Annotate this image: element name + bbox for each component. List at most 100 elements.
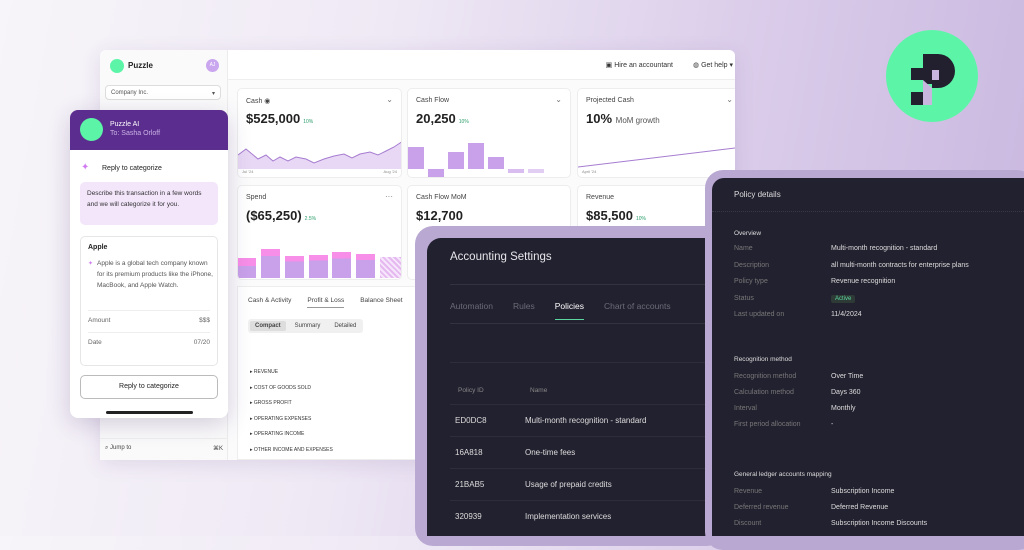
field-label: Policy type <box>734 278 768 285</box>
more-icon[interactable]: ··· <box>385 192 393 201</box>
section-heading: Recognition method <box>734 356 792 363</box>
table-row[interactable]: 16A818 One-time fees <box>450 436 717 468</box>
help-label: Get help <box>701 62 728 69</box>
pl-row-label: OPERATING EXPENSES <box>253 415 312 422</box>
pl-row[interactable]: ▸ GROSS PROFIT <box>250 396 333 412</box>
pl-row[interactable]: ▸ REVENUE <box>250 365 333 381</box>
chevron-right-icon: ▸ <box>250 415 254 422</box>
bar <box>448 152 464 169</box>
chevron-down-icon[interactable]: ⌄ <box>386 95 393 104</box>
field-label: Interval <box>734 405 757 412</box>
card-label: Cash Flow MoM <box>416 194 467 201</box>
pl-row-label: GROSS PROFIT <box>253 400 292 406</box>
field-label: Revenue <box>734 488 763 495</box>
jump-to-search[interactable]: ⌕ Jump to ⌘K <box>100 438 228 460</box>
view-toggle: Compact Summary Detailed <box>248 319 364 333</box>
policy-id: 21BAB5 <box>455 480 485 489</box>
chevron-down-icon[interactable]: ⌄ <box>555 95 562 104</box>
card-value: ($65,250) <box>246 208 302 223</box>
cash-flow-card[interactable]: Cash Flow ⌄ 20,250 10% <box>407 88 571 178</box>
ai-title: Puzzle AI <box>110 121 140 128</box>
tab-policies[interactable]: Policies <box>554 301 585 320</box>
pl-row[interactable]: ▸ OPERATING EXPENSES <box>250 412 333 428</box>
bar <box>309 255 328 278</box>
policy-id: 320939 <box>455 512 482 521</box>
section-heading: Overview <box>734 230 762 237</box>
pl-row[interactable]: ▸ OPERATING INCOME <box>250 427 333 443</box>
bar <box>285 256 304 278</box>
field-value: - <box>831 421 834 428</box>
card-value: 10% <box>586 111 613 126</box>
card-label: Revenue <box>586 194 615 201</box>
tab-balance-sheet[interactable]: Balance Sheet <box>360 297 403 304</box>
get-help-button[interactable]: ◍ Get help ▾ <box>693 62 733 69</box>
projected-cash-card[interactable]: Projected Cash ⌄ 10% MoM growth April '2… <box>577 88 735 178</box>
tab-rules[interactable]: Rules <box>513 301 535 311</box>
pl-row[interactable]: ▸ OTHER INCOME AND EXPENSES <box>250 443 333 459</box>
tab-chart-of-accounts[interactable]: Chart of accounts <box>604 301 671 311</box>
pl-row[interactable]: ▸ COST OF GOODS SOLD <box>250 381 333 397</box>
status-badge: Active <box>831 294 856 303</box>
card-change: 10% <box>636 216 647 222</box>
puzzle-logo-icon <box>80 118 103 141</box>
brand-name: Puzzle <box>128 61 153 70</box>
divider <box>450 362 717 363</box>
company-select[interactable]: Company Inc. ▾ <box>105 85 221 100</box>
policy-name: Implementation services <box>525 512 612 521</box>
field-value: 11/4/2024 <box>831 311 862 318</box>
cash-card[interactable]: Cash ◉ ⌄ $525,000 10% Jul '24 Aug '24 <box>237 88 402 178</box>
view-summary[interactable]: Summary <box>294 323 321 329</box>
card-label: Spend <box>246 194 267 201</box>
chevron-right-icon: ▸ <box>250 369 254 375</box>
field-label: Discount <box>734 520 762 527</box>
table-row[interactable]: 21BAB5 Usage of prepaid credits <box>450 468 717 500</box>
view-compact[interactable]: Compact <box>250 321 286 331</box>
bar <box>428 169 444 177</box>
spend-card[interactable]: Spend ··· ($65,250) 2.5% <box>237 185 402 280</box>
view-detailed[interactable]: Detailed <box>334 323 357 329</box>
amount-value: $$$ <box>199 317 210 324</box>
reply-to-categorize-button[interactable]: Reply to categorize <box>80 375 218 399</box>
eye-icon: ◉ <box>264 98 271 105</box>
divider <box>450 323 717 324</box>
field-value: Days 360 <box>831 389 861 396</box>
bar <box>488 157 504 169</box>
policy-details-panel: Policy details Overview Name Multi-month r… <box>712 178 1024 536</box>
hire-accountant-button[interactable]: ▣ Hire an accountant <box>606 61 673 69</box>
policy-name: Usage of prepaid credits <box>525 480 612 489</box>
field-value: Multi-month recognition - standard <box>831 245 938 252</box>
hire-label: Hire an accountant <box>614 62 673 69</box>
sparkle-icon: ✦ <box>88 261 94 267</box>
chevron-right-icon: ▸ <box>250 384 254 391</box>
bar <box>468 143 484 169</box>
chevron-right-icon: ▸ <box>250 400 254 406</box>
avatar[interactable]: AJ <box>206 59 219 72</box>
field-label: Name <box>734 245 753 252</box>
field-label: Status <box>734 294 754 302</box>
ai-prompt: Describe this transaction in a few words… <box>80 182 218 225</box>
bar <box>238 258 256 278</box>
puzzle-p-logo-icon <box>911 54 955 105</box>
table-row[interactable]: 320939 Implementation services <box>450 500 717 532</box>
card-suffix: MoM growth <box>615 116 660 125</box>
chevron-down-icon[interactable]: ⌄ <box>726 95 733 104</box>
card-label: Cash <box>246 98 263 105</box>
tab-cash-activity[interactable]: Cash & Activity <box>248 297 292 304</box>
cash-line-chart <box>238 141 401 169</box>
field-label: Deferred revenue <box>734 504 789 511</box>
amount-label: Amount <box>88 317 111 324</box>
sparkle-icon: ✦ <box>81 162 90 173</box>
chevron-right-icon: ▸ <box>250 446 254 453</box>
policy-id: 16A818 <box>455 448 483 457</box>
card-change: 10% <box>303 119 314 125</box>
policy-table: ED0DC8 Multi-month recognition - standard… <box>450 404 717 532</box>
puzzle-ai-card: Puzzle AI To: Sasha Orloff ✦ Reply to ca… <box>70 110 228 418</box>
table-row[interactable]: ED0DC8 Multi-month recognition - standard <box>450 404 717 436</box>
tab-automation[interactable]: Automation <box>450 301 493 311</box>
merchant-name: Apple <box>88 244 108 251</box>
chevron-down-icon: ▾ <box>211 91 215 97</box>
company-name: Company Inc. <box>111 90 149 96</box>
field-value: Subscription Income Discounts <box>831 520 928 527</box>
tab-profit-loss[interactable]: Profit & Loss <box>307 297 345 308</box>
field-label: Calculation method <box>734 389 794 396</box>
